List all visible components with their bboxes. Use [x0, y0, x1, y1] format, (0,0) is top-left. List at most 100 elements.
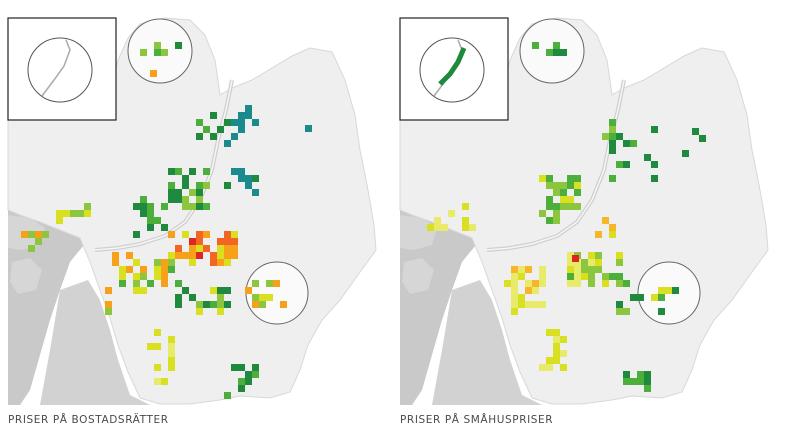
overview-inset-highlight [438, 47, 467, 86]
price-cell [658, 287, 665, 294]
price-cell [245, 182, 252, 189]
price-cell [644, 371, 651, 378]
price-cell [154, 329, 161, 336]
price-cell [602, 217, 609, 224]
price-cell [154, 378, 161, 385]
price-cell [266, 280, 273, 287]
price-cell [238, 378, 245, 385]
price-cell [588, 280, 595, 287]
price-cell [546, 203, 553, 210]
price-cell [699, 135, 706, 142]
overview-inset-circle [27, 37, 93, 103]
price-cell [616, 301, 623, 308]
price-cell [189, 238, 196, 245]
price-cell [245, 371, 252, 378]
price-cell [168, 364, 175, 371]
price-cell [637, 378, 644, 385]
price-cell [217, 308, 224, 315]
price-cell [133, 273, 140, 280]
price-cell [224, 301, 231, 308]
price-cell [147, 217, 154, 224]
price-cell [210, 112, 217, 119]
price-cell [637, 294, 644, 301]
price-cell [280, 301, 287, 308]
price-cell [210, 301, 217, 308]
price-cell [665, 287, 672, 294]
price-cell [217, 238, 224, 245]
price-cell [189, 252, 196, 259]
price-cell [560, 182, 567, 189]
price-cell [574, 259, 581, 266]
price-cell [203, 231, 210, 238]
price-cell [217, 287, 224, 294]
price-cell [644, 378, 651, 385]
price-cell [196, 203, 203, 210]
price-cell [567, 266, 574, 273]
price-cell [189, 203, 196, 210]
price-cell [252, 364, 259, 371]
price-cell [252, 119, 259, 126]
price-cell [595, 252, 602, 259]
price-cell [126, 252, 133, 259]
price-cell [196, 252, 203, 259]
price-cell [161, 259, 168, 266]
price-cell [546, 49, 553, 56]
price-cell [196, 182, 203, 189]
price-cell [224, 231, 231, 238]
price-cell [28, 231, 35, 238]
price-cell [539, 210, 546, 217]
price-cell [672, 287, 679, 294]
price-cell [560, 336, 567, 343]
price-cell [469, 224, 476, 231]
price-cell [112, 259, 119, 266]
price-cell [238, 119, 245, 126]
price-cell [616, 161, 623, 168]
price-cell [196, 189, 203, 196]
price-cell [238, 385, 245, 392]
price-cell [168, 266, 175, 273]
price-cell [105, 287, 112, 294]
price-cell [196, 308, 203, 315]
price-cell [175, 196, 182, 203]
price-cell [644, 385, 651, 392]
price-cell [154, 49, 161, 56]
price-cell [231, 238, 238, 245]
price-cell [305, 125, 312, 132]
land-southwest [432, 280, 542, 405]
price-cell [35, 231, 42, 238]
price-cell [567, 273, 574, 280]
price-cell [182, 196, 189, 203]
price-cell [581, 273, 588, 280]
price-cell [168, 231, 175, 238]
price-cell [525, 266, 532, 273]
price-cell [546, 175, 553, 182]
price-cell [553, 357, 560, 364]
price-cell [217, 294, 224, 301]
price-cell [231, 231, 238, 238]
price-cell [567, 196, 574, 203]
price-cell [630, 140, 637, 147]
price-cell [147, 203, 154, 210]
price-cell [238, 168, 245, 175]
price-cell [147, 343, 154, 350]
price-cell [203, 182, 210, 189]
price-cell [182, 231, 189, 238]
price-cell [224, 119, 231, 126]
price-cell [224, 140, 231, 147]
price-cell [182, 203, 189, 210]
price-cell [511, 280, 518, 287]
price-cell [532, 287, 539, 294]
price-cell [196, 231, 203, 238]
price-cell [518, 301, 525, 308]
price-cell [546, 196, 553, 203]
price-cell [588, 273, 595, 280]
price-cell [588, 252, 595, 259]
price-cell [602, 273, 609, 280]
price-cell [140, 49, 147, 56]
price-cell [252, 371, 259, 378]
price-cell [231, 245, 238, 252]
price-cell [119, 266, 126, 273]
price-cell [133, 231, 140, 238]
price-cell [182, 287, 189, 294]
price-cell [196, 119, 203, 126]
